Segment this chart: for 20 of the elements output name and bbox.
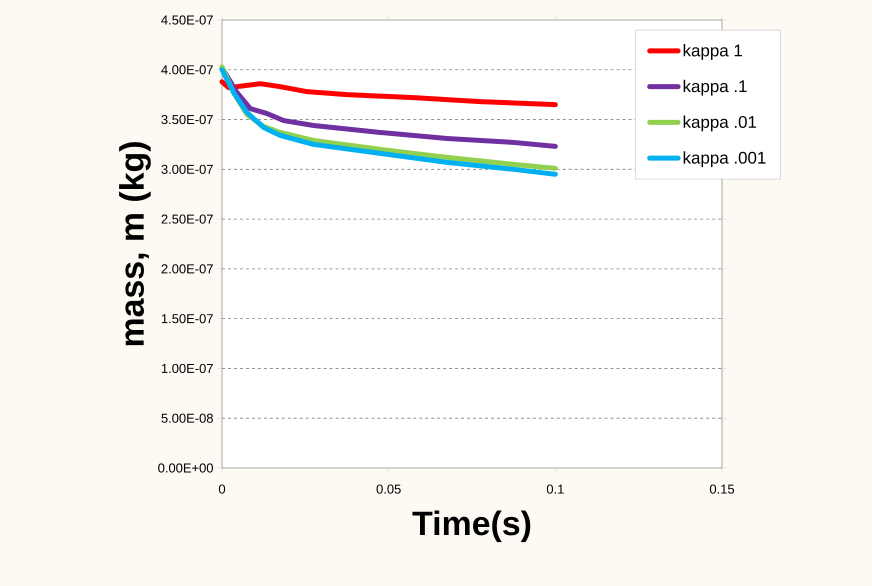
x-tick-label: 0 — [218, 484, 226, 494]
y-tick-label: 4.50E-07 — [161, 15, 213, 25]
y-tick-label: 4.00E-07 — [161, 65, 213, 74]
x-tick-label: 0.1 — [546, 484, 564, 494]
legend-label: kappa .1 — [684, 80, 747, 96]
y-tick-label: 3.50E-07 — [161, 114, 213, 124]
y-tick-label: 1.00E-07 — [162, 364, 213, 374]
y-axis-title: mass, m (kg) — [119, 142, 151, 346]
y-tick-label: 3.00E-07 — [161, 164, 213, 174]
legend-label: kappa .01 — [684, 116, 756, 132]
legend-label: kappa 1 — [684, 44, 742, 60]
x-axis-title: Time(s) — [412, 510, 530, 542]
legend-label: kappa .001 — [684, 151, 766, 168]
x-tick-label: 0.05 — [376, 484, 401, 494]
y-tick-label: 2.50E-07 — [162, 214, 213, 224]
y-tick-label: 2.00E-07 — [162, 264, 213, 274]
x-tick-label: 0.15 — [710, 484, 734, 494]
y-tick-label: 1.50E-07 — [162, 314, 213, 324]
y-tick-label: 5.00E-08 — [161, 414, 213, 423]
y-tick-label: 0.00E+00 — [158, 463, 213, 473]
